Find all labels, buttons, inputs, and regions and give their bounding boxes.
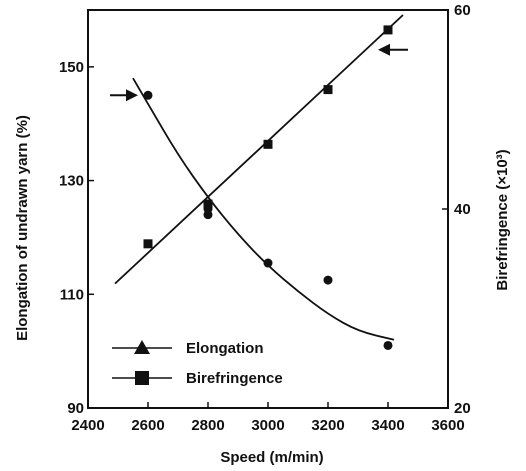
elongation-point (143, 90, 153, 100)
elongation-fit-curve (132, 77, 395, 341)
y-left-tick-label: 150 (59, 59, 84, 76)
birefringence-point (263, 139, 273, 149)
x-axis-ticks: 2400 2600 2800 3000 3200 3400 3600 (71, 402, 465, 434)
y-left-axis-label: Elongation of undrawn yarn (%) (14, 115, 31, 341)
y-right-tick-label: 60 (454, 2, 471, 19)
y-right-tick-label: 20 (454, 400, 471, 417)
birefringence-arrow-head (378, 43, 390, 56)
elongation-point (383, 340, 393, 350)
axis-arrows (110, 43, 408, 102)
square-icon (135, 371, 149, 385)
y-right-axis-ticks: 20 40 60 (442, 2, 471, 417)
x-tick-label: 3000 (251, 417, 284, 434)
legend-label: Birefringence (186, 370, 283, 387)
x-tick-label: 2400 (71, 417, 104, 434)
x-tick-label: 3400 (371, 417, 404, 434)
legend-label: Elongation (186, 340, 264, 357)
y-left-tick-label: 110 (60, 286, 84, 303)
x-axis-label: Speed (m/min) (220, 449, 323, 466)
x-tick-label: 2600 (131, 417, 164, 434)
y-right-tick-label: 40 (454, 201, 471, 218)
fit-curves (114, 14, 404, 341)
birefringence-point (203, 199, 213, 209)
data-markers (143, 25, 393, 350)
birefringence-point (143, 239, 153, 249)
x-tick-label: 3200 (311, 417, 344, 434)
x-tick-label: 3600 (431, 417, 464, 434)
birefringence-fit-line (114, 14, 404, 285)
elongation-point (203, 210, 213, 220)
y-left-tick-label: 90 (67, 400, 84, 417)
elongation-point (323, 275, 333, 285)
birefringence-point (323, 85, 333, 95)
birefringence-point (383, 25, 393, 35)
y-left-tick-label: 130 (59, 173, 84, 190)
elongation-point (263, 258, 273, 268)
x-tick-label: 2800 (191, 417, 224, 434)
elongation-arrow-head (126, 89, 138, 102)
y-right-axis-label: Birefringence (×10³) (494, 149, 511, 290)
y-left-axis-ticks: 90 110 130 150 (59, 59, 94, 417)
legend: Elongation Birefringence (112, 340, 283, 387)
triangle-icon (134, 340, 150, 354)
